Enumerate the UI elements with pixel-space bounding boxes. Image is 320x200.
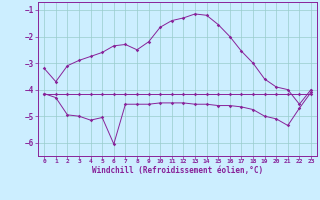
X-axis label: Windchill (Refroidissement éolien,°C): Windchill (Refroidissement éolien,°C) <box>92 166 263 175</box>
